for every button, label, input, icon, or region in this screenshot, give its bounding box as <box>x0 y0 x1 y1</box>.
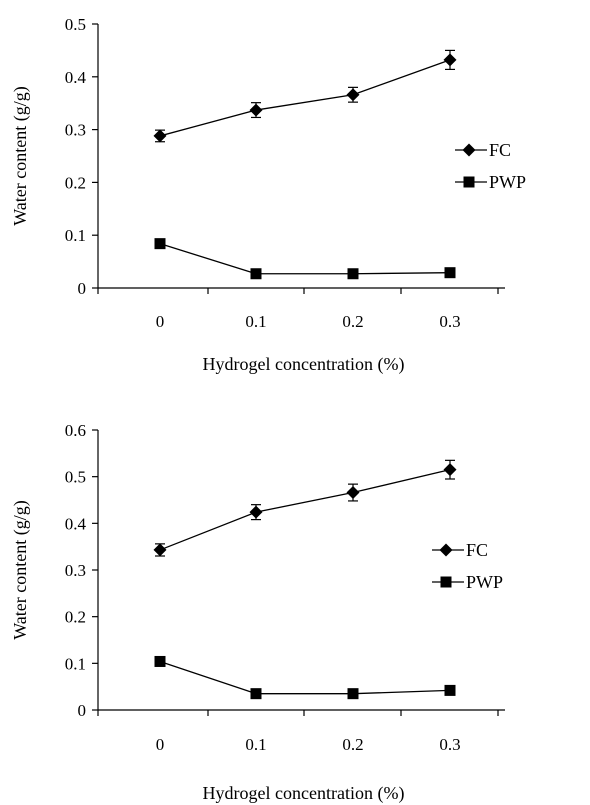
x-tick-label: 0.1 <box>245 735 266 754</box>
data-point-pwp <box>444 684 456 696</box>
legend-label: PWP <box>489 172 526 192</box>
y-tick-label: 0.1 <box>65 226 86 245</box>
data-point-fc <box>346 486 360 500</box>
x-tick-label: 0 <box>156 312 165 331</box>
y-tick-label: 0 <box>78 279 87 298</box>
data-point-fc <box>443 53 457 67</box>
legend-label: PWP <box>466 572 503 592</box>
x-tick-label: 0.2 <box>342 312 363 331</box>
y-tick-label: 0 <box>78 701 87 720</box>
y-tick-label: 0.5 <box>65 15 86 34</box>
data-point-pwp <box>347 268 359 280</box>
legend-marker <box>439 543 453 557</box>
y-tick-label: 0.2 <box>65 173 86 192</box>
data-point-pwp <box>154 238 166 250</box>
data-point-fc <box>443 463 457 477</box>
legend-item-fc: FC <box>455 140 511 160</box>
data-point-fc <box>153 543 167 557</box>
data-point-pwp <box>250 688 262 700</box>
x-tick-label: 0.3 <box>439 312 460 331</box>
data-point-fc <box>153 129 167 143</box>
legend-item-pwp: PWP <box>455 172 526 192</box>
x-axis-title: Hydrogel concentration (%) <box>203 354 405 375</box>
data-point-pwp <box>154 655 166 667</box>
y-tick-label: 0.5 <box>65 468 86 487</box>
series-line-fc <box>159 469 451 551</box>
y-axis-title: Water content (g/g) <box>10 86 31 226</box>
series-pwp <box>154 238 456 280</box>
series-line-pwp <box>159 660 451 695</box>
data-point-fc <box>249 505 263 519</box>
y-tick-label: 0.6 <box>65 421 86 440</box>
legend-marker <box>440 576 452 588</box>
data-point-pwp <box>444 267 456 279</box>
x-axis-title: Hydrogel concentration (%) <box>203 783 405 804</box>
legend-label: FC <box>466 540 488 560</box>
y-tick-label: 0.1 <box>65 654 86 673</box>
series-fc <box>153 49 457 143</box>
y-axis-title: Water content (g/g) <box>10 500 31 640</box>
x-tick-label: 0.3 <box>439 735 460 754</box>
y-tick-label: 0.3 <box>65 121 86 140</box>
x-tick-label: 0.1 <box>245 312 266 331</box>
data-point-fc <box>346 88 360 102</box>
legend-item-fc: FC <box>432 540 488 560</box>
series-fc <box>153 459 457 557</box>
legend-label: FC <box>489 140 511 160</box>
y-tick-label: 0.3 <box>65 561 86 580</box>
data-point-fc <box>249 103 263 117</box>
series-line-pwp <box>159 243 451 275</box>
legend-item-pwp: PWP <box>432 572 503 592</box>
x-tick-label: 0 <box>156 735 165 754</box>
x-tick-label: 0.2 <box>342 735 363 754</box>
series-pwp <box>154 655 456 700</box>
chart-top: 0 0.1 0.2 0.3 0.4 0.5 0 0.1 0.2 0.3 Hydrogel conce… <box>10 15 526 375</box>
y-tick-label: 0.2 <box>65 608 86 627</box>
legend-marker <box>463 176 475 188</box>
y-tick-label: 0.4 <box>65 68 87 87</box>
data-point-pwp <box>250 268 262 280</box>
data-point-pwp <box>347 688 359 700</box>
chart-bottom: 0 0.1 0.2 0.3 0.4 0.5 0.6 0 0.1 0.2 0.3 Hydrogel co… <box>10 421 505 804</box>
y-tick-label: 0.4 <box>65 514 87 533</box>
legend-marker <box>462 143 476 157</box>
series-line-fc <box>159 59 451 137</box>
